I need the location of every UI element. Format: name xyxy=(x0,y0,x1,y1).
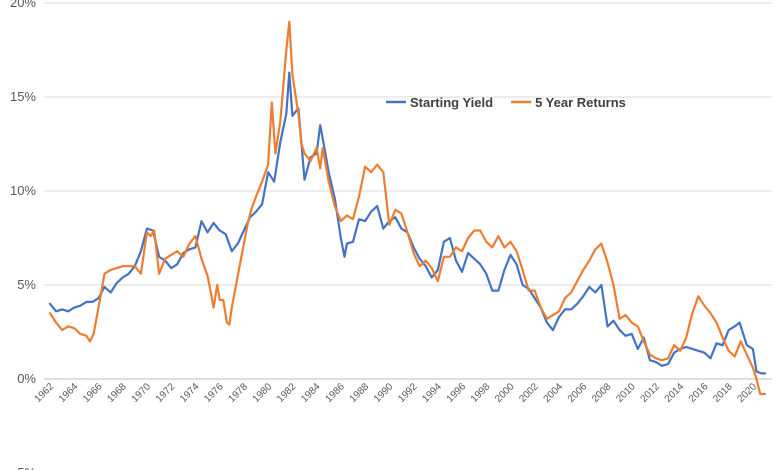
x-tick-label: 1994 xyxy=(420,381,444,405)
y-tick-label-partial: -5% xyxy=(13,465,37,470)
x-tick-label: 1964 xyxy=(57,381,81,405)
x-tick-label: 1982 xyxy=(275,381,299,405)
x-tick-label: 1984 xyxy=(299,381,323,405)
x-tick-label: 1998 xyxy=(469,381,493,405)
legend: Starting Yield 5 Year Returns xyxy=(386,95,626,110)
x-tick-label: 2000 xyxy=(493,381,517,405)
y-axis-tick-labels: 0% 5% 10% 15% 20% -5% xyxy=(10,0,36,470)
x-tick-label: 1988 xyxy=(348,381,372,405)
x-tick-label: 2016 xyxy=(687,381,711,405)
x-tick-label: 1978 xyxy=(227,381,251,405)
series-lines xyxy=(48,20,767,396)
series-line-five-year-returns xyxy=(48,20,767,396)
x-tick-label: 1974 xyxy=(178,381,202,405)
x-tick-label: 1966 xyxy=(81,381,105,405)
y-tick-label: 15% xyxy=(10,89,36,104)
x-tick-label: 2018 xyxy=(711,381,735,405)
x-tick-label: 2012 xyxy=(639,381,663,405)
x-tick-label: 1996 xyxy=(445,381,469,405)
x-tick-label: 1970 xyxy=(130,381,154,405)
x-axis-tick-labels: 1962 1964 1966 1968 1970 1972 1974 1976 1978 1980… xyxy=(33,381,760,405)
x-tick-label: 2006 xyxy=(566,381,590,405)
legend-label: Starting Yield xyxy=(410,95,493,110)
x-tick-label: 1992 xyxy=(396,381,420,405)
y-tick-label: 10% xyxy=(10,183,36,198)
x-tick-label: 2008 xyxy=(590,381,614,405)
y-tick-label: 0% xyxy=(17,371,36,386)
series-line-starting-yield xyxy=(48,71,767,375)
y-tick-label: 5% xyxy=(17,277,36,292)
x-tick-label: 2004 xyxy=(542,381,566,405)
y-tick-label: 20% xyxy=(10,0,36,10)
x-tick-label: 2002 xyxy=(517,381,541,405)
x-tick-label: 1972 xyxy=(154,381,178,405)
gridlines xyxy=(44,2,772,380)
x-tick-label: 1968 xyxy=(105,381,129,405)
x-tick-label: 2010 xyxy=(614,381,638,405)
x-tick-label: 1976 xyxy=(202,381,226,405)
x-tick-label: 1986 xyxy=(323,381,347,405)
x-tick-label: 1980 xyxy=(251,381,275,405)
x-tick-label: 2020 xyxy=(735,381,759,405)
x-tick-label: 2014 xyxy=(663,381,687,405)
x-tick-label: 1962 xyxy=(33,381,57,405)
legend-label: 5 Year Returns xyxy=(535,95,626,110)
x-tick-label: 1990 xyxy=(372,381,396,405)
